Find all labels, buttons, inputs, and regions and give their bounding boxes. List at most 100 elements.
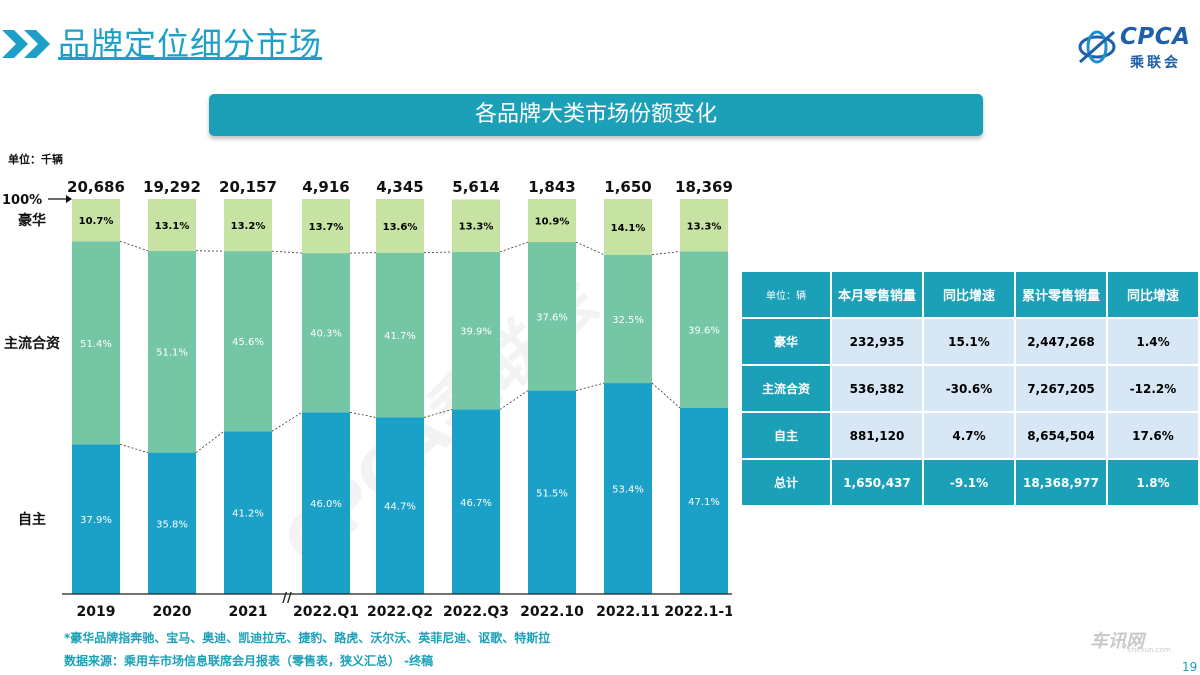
data-label: 10.9% bbox=[535, 217, 570, 228]
data-label: 13.3% bbox=[687, 221, 722, 232]
bar-total-label: 20,686 bbox=[67, 178, 125, 196]
data-label: 37.9% bbox=[80, 515, 112, 526]
bar-total-label: 4,345 bbox=[376, 178, 423, 196]
table-row-label: 豪华 bbox=[740, 317, 832, 366]
bar-segment bbox=[604, 199, 652, 255]
footnote-data-source: 数据来源：乘用车市场信息联席会月报表（零售表，狭义汇总） -终稿 bbox=[64, 654, 434, 668]
bar-segment bbox=[452, 251, 500, 410]
bar-segment bbox=[680, 407, 728, 594]
x-tick-label: 2022.Q1 bbox=[293, 604, 359, 620]
bar-total-label: 1,843 bbox=[528, 178, 575, 196]
table-cell: 232,935 bbox=[830, 317, 924, 366]
data-label: 53.4% bbox=[612, 485, 644, 496]
data-label: 51.4% bbox=[80, 339, 112, 350]
logo-text: CPCA bbox=[1120, 24, 1191, 50]
table-cell: 1,650,437 bbox=[830, 458, 924, 507]
bar-segment bbox=[452, 409, 500, 594]
series-connector-line bbox=[575, 382, 605, 391]
data-label: 13.7% bbox=[309, 222, 344, 233]
x-tick-label: 2021 bbox=[229, 604, 268, 620]
data-label: 44.7% bbox=[384, 502, 416, 513]
bar-segment bbox=[528, 242, 576, 391]
bar-segment bbox=[224, 251, 272, 432]
header-chevrons-icon bbox=[2, 30, 50, 58]
x-tick-label: 2022.1-11 bbox=[664, 604, 732, 620]
table-cell: 1.8% bbox=[1106, 458, 1200, 507]
site-watermark-url: chexun.com bbox=[1128, 646, 1171, 654]
page-number: 19 bbox=[1182, 660, 1198, 674]
bar-segment bbox=[680, 251, 728, 408]
section-banner: 各品牌大类市场份额变化 bbox=[209, 94, 983, 136]
x-tick-label: 2022.Q2 bbox=[367, 604, 433, 620]
data-label: 46.7% bbox=[460, 498, 492, 509]
bar-segment bbox=[452, 199, 500, 252]
table-row: 主流合资 536,382 -30.6% 7,267,205 -12.2% bbox=[740, 364, 1200, 413]
data-label: 47.1% bbox=[688, 497, 720, 508]
table-header-cell: 累计零售销量 bbox=[1014, 270, 1108, 319]
series-connector-line bbox=[271, 250, 303, 254]
series-connector-line bbox=[499, 241, 529, 253]
table-cell: 881,120 bbox=[830, 411, 924, 460]
chart-unit-label: 单位：千辆 bbox=[8, 153, 63, 166]
series-row-label: 自主 bbox=[18, 511, 46, 528]
bar-segment bbox=[302, 199, 350, 254]
table-row-label: 主流合资 bbox=[740, 364, 832, 413]
bar-segment bbox=[148, 250, 196, 453]
series-connector-line bbox=[119, 240, 149, 252]
series-connector-line bbox=[349, 411, 377, 418]
data-label: 46.0% bbox=[310, 499, 342, 510]
bar-segment bbox=[376, 199, 424, 253]
data-label: 41.7% bbox=[384, 331, 416, 342]
table-cell: -30.6% bbox=[922, 364, 1016, 413]
data-label: 10.7% bbox=[79, 216, 114, 227]
bar-segment bbox=[680, 199, 728, 252]
data-label: 14.1% bbox=[611, 223, 646, 234]
table-unit-cell: 单位：辆 bbox=[740, 270, 832, 319]
series-connector-line bbox=[195, 430, 225, 453]
axis-break-symbol: // bbox=[282, 591, 292, 606]
table-cell: 2,447,268 bbox=[1014, 317, 1108, 366]
bar-segment bbox=[604, 254, 652, 384]
data-label: 32.5% bbox=[612, 315, 644, 326]
series-row-label: 主流合资 bbox=[4, 335, 60, 352]
series-connector-line bbox=[423, 251, 453, 254]
series-connector-line bbox=[575, 241, 605, 256]
data-label: 37.6% bbox=[536, 312, 568, 323]
table-header-cell: 同比增速 bbox=[922, 270, 1016, 319]
x-tick-label: 2022.Q3 bbox=[443, 604, 509, 620]
x-tick-label: 2020 bbox=[153, 604, 192, 620]
bar-segment bbox=[72, 241, 120, 445]
series-connector-line bbox=[423, 409, 453, 418]
bar-total-label: 20,157 bbox=[219, 178, 277, 196]
bar-total-label: 18,369 bbox=[675, 178, 732, 196]
data-label: 13.3% bbox=[459, 222, 494, 233]
table-cell: 15.1% bbox=[922, 317, 1016, 366]
bar-total-label: 19,292 bbox=[143, 178, 201, 196]
bar-segment bbox=[528, 390, 576, 594]
bar-total-label: 1,650 bbox=[604, 178, 651, 196]
table-cell: 536,382 bbox=[830, 364, 924, 413]
table-total-row: 总计 1,650,437 -9.1% 18,368,977 1.8% bbox=[740, 458, 1200, 507]
x-tick-label: 2022.10 bbox=[520, 604, 584, 620]
bar-segment bbox=[72, 199, 120, 242]
data-label: 41.2% bbox=[232, 509, 264, 520]
table-cell: 8,654,504 bbox=[1014, 411, 1108, 460]
series-row-label: 豪华 bbox=[18, 212, 46, 229]
table-cell: 18,368,977 bbox=[1014, 458, 1108, 507]
market-share-stacked-bar-chart: 37.9% 51.4% 10.7% 20,686 2019 35.8% 51.1% 13.1%… bbox=[2, 178, 732, 620]
page-title: 品牌定位细分市场 bbox=[58, 25, 323, 63]
data-label: 39.6% bbox=[688, 326, 720, 337]
bar-total-label: 4,916 bbox=[302, 178, 349, 196]
table-header-cell: 本月零售销量 bbox=[830, 270, 924, 319]
series-connector-line bbox=[499, 390, 529, 410]
data-label: 51.1% bbox=[156, 348, 188, 359]
y-100-arrow-icon bbox=[66, 195, 72, 203]
bar-segment bbox=[528, 199, 576, 243]
bar-segment bbox=[72, 444, 120, 594]
table-row: 豪华 232,935 15.1% 2,447,268 1.4% bbox=[740, 317, 1200, 366]
data-label: 51.5% bbox=[536, 488, 568, 499]
bar-segment bbox=[302, 412, 350, 594]
data-label: 40.3% bbox=[310, 329, 342, 340]
bar-segment bbox=[376, 252, 424, 418]
footnote-luxury-brands: *豪华品牌指奔驰、宝马、奥迪、凯迪拉克、捷豹、路虎、沃尔沃、英菲尼迪、讴歌、特斯… bbox=[64, 631, 551, 645]
